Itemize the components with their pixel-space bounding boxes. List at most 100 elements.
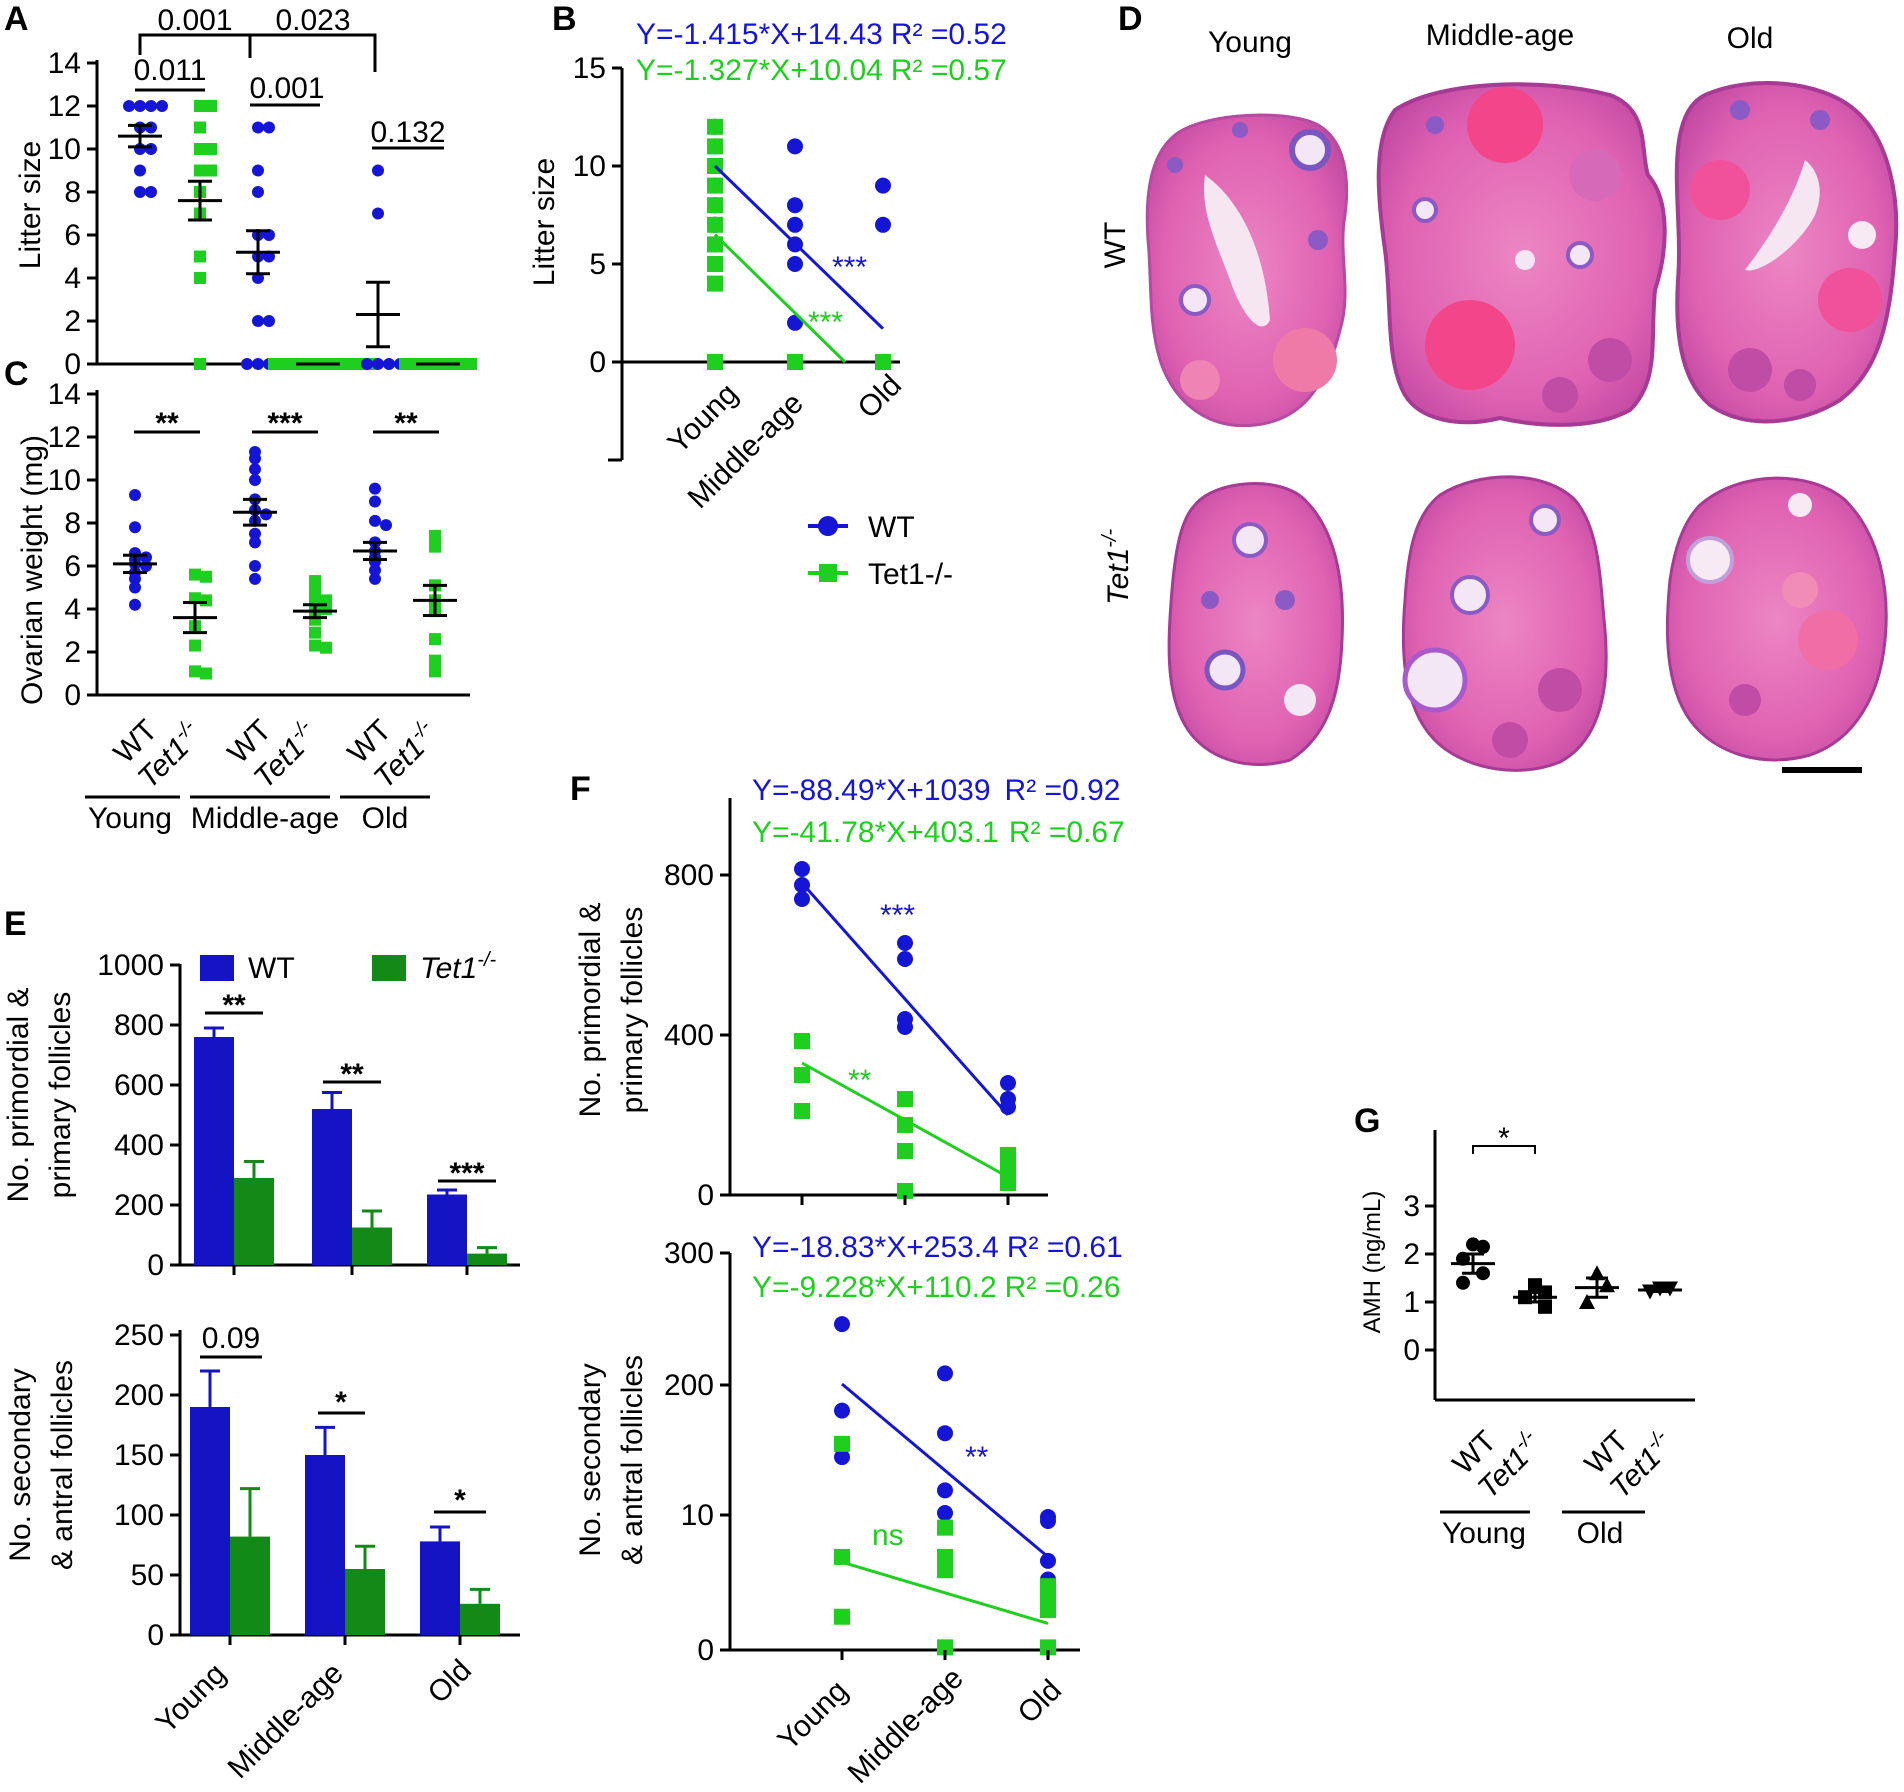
data-point xyxy=(834,1316,850,1333)
y-tick-label: 2 xyxy=(64,636,81,669)
panel-f-xt-old: Old xyxy=(1012,1674,1068,1730)
data-point xyxy=(249,463,261,476)
data-point xyxy=(194,143,206,155)
panel-e-xt-young: Young xyxy=(150,1657,233,1740)
panel-e-top-sig-middle: ** xyxy=(340,1058,364,1091)
data-point xyxy=(897,1019,913,1035)
data-point xyxy=(1476,1239,1490,1254)
data-point xyxy=(465,358,477,370)
data-point xyxy=(194,100,206,112)
data-point xyxy=(937,1519,953,1536)
data-point xyxy=(252,315,264,327)
data-point xyxy=(380,519,392,532)
panel-a-yticks: 0 2 4 6 8 10 12 14 xyxy=(48,47,97,381)
data-point xyxy=(129,598,141,611)
data-point xyxy=(263,121,275,134)
bar-Tet1-/--Middle-age xyxy=(352,1227,392,1265)
panel-b-xt-old: Old xyxy=(852,369,908,425)
bar-WT-Young xyxy=(190,1407,230,1635)
data-point xyxy=(189,639,201,652)
data-point xyxy=(937,1365,953,1382)
panel-g-yticks: 0 1 2 3 xyxy=(1403,1190,1435,1367)
data-point xyxy=(1000,1175,1016,1191)
data-point xyxy=(1040,1602,1056,1619)
panel-f-xt-middle: Middle-age xyxy=(842,1662,970,1790)
data-point xyxy=(937,1425,953,1442)
data-point xyxy=(129,572,141,585)
panel-d-col-old: Old xyxy=(1727,22,1774,55)
panel-b: B Y=-1.415*X+14.43 R² =0.52 Y=-1.327*X+10… xyxy=(528,0,1007,591)
panel-a-comp-1: 0.001 xyxy=(157,4,232,37)
data-point xyxy=(429,633,441,646)
panel-a-ylabel: Litter size xyxy=(14,141,47,269)
legend-e-tet-swatch xyxy=(372,955,406,981)
data-point xyxy=(252,186,264,198)
data-point xyxy=(249,527,261,540)
legend-wt-marker xyxy=(818,516,838,536)
panel-label-g: G xyxy=(1354,1102,1380,1140)
y-tick-label: 12 xyxy=(48,421,81,454)
y-tick-label: 250 xyxy=(114,1319,164,1352)
fit-line xyxy=(841,1560,1049,1625)
y-tick-label: 0 xyxy=(147,1249,164,1282)
panel-c-yticks: 0 2 4 6 8 10 12 14 xyxy=(48,378,97,712)
panel-d-row-wt: WT xyxy=(1099,222,1132,269)
y-tick-label: 600 xyxy=(114,1069,164,1102)
data-point xyxy=(205,143,217,155)
data-point xyxy=(707,275,723,292)
data-point xyxy=(707,197,723,214)
bar-Tet1-/--Young xyxy=(230,1536,270,1635)
data-point xyxy=(937,1548,953,1565)
data-point xyxy=(145,121,157,134)
y-tick-label: 15 xyxy=(573,52,606,85)
panel-e-bot-bars xyxy=(190,1369,500,1645)
panel-b-ylabel: Litter size xyxy=(528,158,561,286)
y-tick-label: 200 xyxy=(114,1189,164,1222)
data-point xyxy=(369,514,381,527)
panel-label-e: E xyxy=(4,905,27,943)
y-tick-label: 12 xyxy=(48,90,81,123)
data-point xyxy=(369,572,381,585)
y-tick-label: 1 xyxy=(1403,1286,1420,1319)
panel-label-a: A xyxy=(4,0,29,38)
y-tick-label: 6 xyxy=(64,550,81,583)
data-point xyxy=(897,1143,913,1159)
data-point xyxy=(252,121,264,134)
panel-a: A Litter size 0 2 4 6 8 10 12 14 0.001 0.023 0.… xyxy=(4,0,477,381)
ovary-section-tet-middle xyxy=(1401,475,1608,772)
panel-f-top-ylabel-1: No. primordial & xyxy=(574,902,607,1117)
data-point xyxy=(794,1033,810,1049)
data-point xyxy=(249,572,261,585)
data-point xyxy=(707,138,723,155)
panel-f-bot-eq-wt: Y=-18.83*X+253.4 R² =0.61 xyxy=(752,1231,1123,1264)
data-point xyxy=(834,1548,850,1565)
data-point xyxy=(361,358,373,370)
data-point xyxy=(787,216,803,233)
fit-line xyxy=(801,1061,1009,1179)
data-point xyxy=(263,315,275,327)
panel-e-top-ylabel-2: primary follicles xyxy=(44,992,77,1199)
data-point xyxy=(707,118,723,135)
panel-g-sig: * xyxy=(1498,1122,1510,1155)
ovary-section-wt-old xyxy=(1674,81,1899,424)
data-point xyxy=(1040,1552,1056,1569)
data-point xyxy=(309,590,321,603)
data-point xyxy=(787,256,803,272)
y-tick-label: 0 xyxy=(589,346,606,379)
fit-line-wt xyxy=(713,164,885,330)
y-tick-label: 400 xyxy=(664,1019,714,1052)
data-point xyxy=(834,1608,850,1625)
data-point xyxy=(937,1505,953,1522)
y-tick-label: 2 xyxy=(64,305,81,338)
y-tick-label: 0 xyxy=(64,679,81,712)
y-tick-label: 100 xyxy=(114,1499,164,1532)
panel-c-age-young: Young xyxy=(88,802,172,835)
y-tick-label: 1000 xyxy=(97,949,164,982)
panel-e-bot-sig-middle: * xyxy=(335,1386,347,1419)
panel-f-top-ylabel-2: primary follicles xyxy=(616,907,649,1114)
panel-f-top-sig-wt: *** xyxy=(880,899,915,932)
data-point xyxy=(194,164,206,177)
legend-wt-label: WT xyxy=(868,511,915,544)
panel-b-plot xyxy=(707,118,891,370)
